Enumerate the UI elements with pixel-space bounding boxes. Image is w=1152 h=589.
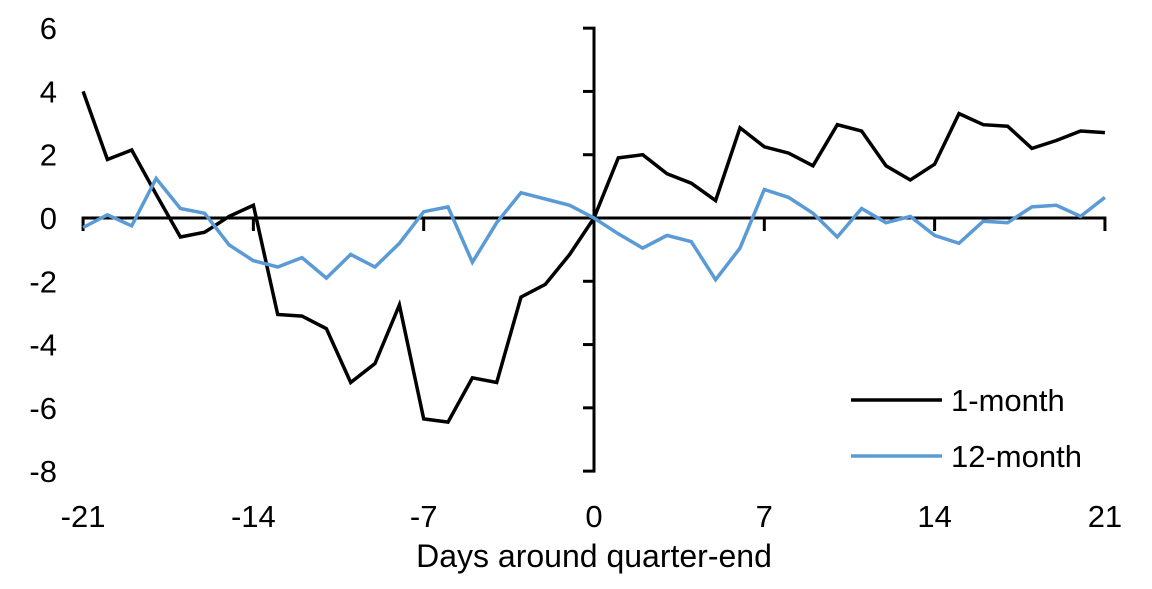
- y-axis-tick-labels: 6 4 2 0 -2 -4 -6 -8: [29, 11, 57, 489]
- y-tick-label: -4: [29, 328, 57, 363]
- legend-label-12-month: 12-month: [951, 439, 1082, 474]
- series-line-12-month: [82, 175, 1106, 283]
- y-tick-label: 0: [40, 201, 57, 236]
- x-tick-label: 21: [1088, 499, 1122, 534]
- x-tick-label: 7: [756, 499, 773, 534]
- y-tick-label: 6: [40, 11, 57, 46]
- y-tick-marks: [583, 26, 596, 473]
- x-tick-label: 0: [585, 499, 602, 534]
- x-tick-marks: [81, 216, 1107, 231]
- x-tick-label: -21: [61, 499, 106, 534]
- y-tick-label: -8: [29, 454, 57, 489]
- y-tick-label: 4: [40, 74, 57, 109]
- x-axis-tick-labels: -21 -14 -7 0 7 14 21: [61, 499, 1123, 534]
- legend-label-1-month: 1-month: [951, 383, 1065, 418]
- x-axis-title: Days around quarter-end: [416, 538, 772, 574]
- legend: 1-month 12-month: [851, 383, 1082, 474]
- y-tick-label: -6: [29, 391, 57, 426]
- x-tick-label: 14: [917, 499, 951, 534]
- y-tick-label: 2: [40, 138, 57, 173]
- x-tick-label: -14: [231, 499, 276, 534]
- x-tick-label: -7: [410, 499, 438, 534]
- y-tick-label: -2: [29, 264, 57, 299]
